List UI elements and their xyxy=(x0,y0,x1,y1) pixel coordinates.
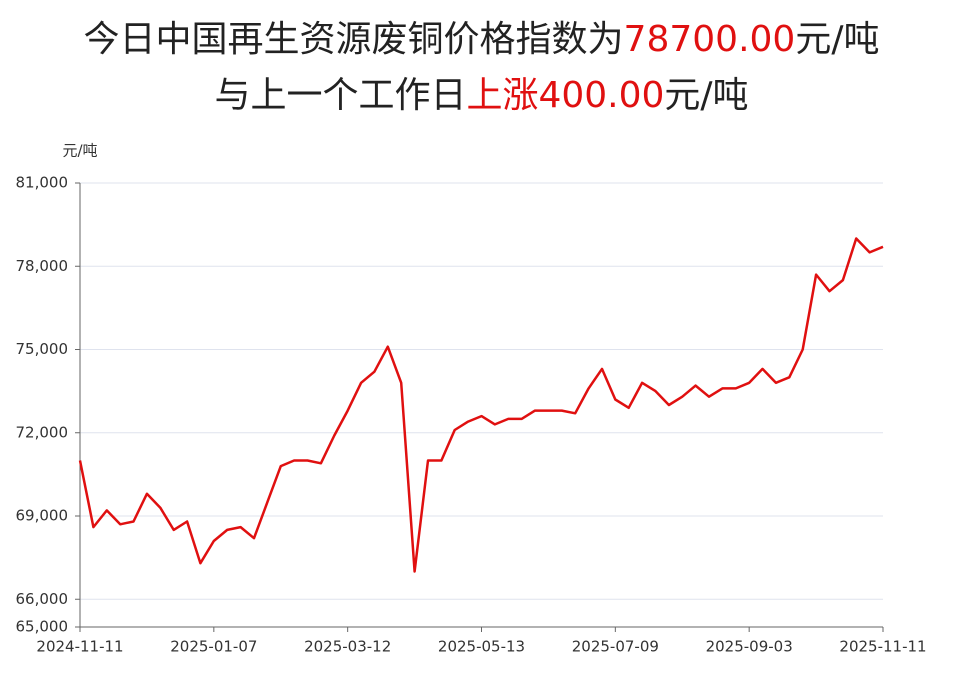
x-tick-label: 2025-05-13 xyxy=(438,638,525,656)
y-tick-label: 81,000 xyxy=(16,174,69,192)
y-tick-label: 78,000 xyxy=(16,257,69,275)
x-tick-label: 2025-11-11 xyxy=(839,638,926,656)
title-change: 上涨400.00 xyxy=(466,75,665,116)
title-unit: 元/吨 xyxy=(795,19,880,60)
y-axis-label: 元/吨 xyxy=(62,142,97,160)
title-text: 与上一个工作日 xyxy=(214,75,467,116)
y-tick-label: 65,000 xyxy=(16,618,69,636)
x-tick-label: 2025-03-12 xyxy=(304,638,391,656)
title-text: 今日中国再生资源废铜价格指数为 xyxy=(83,19,624,60)
title-line: 与上一个工作日上涨400.00元/吨 xyxy=(0,68,963,124)
x-tick-label: 2025-01-07 xyxy=(170,638,257,656)
price-line xyxy=(78,237,884,573)
y-tick-label: 75,000 xyxy=(16,340,69,358)
title-unit: 元/吨 xyxy=(664,75,749,116)
x-tick-label: 2025-09-03 xyxy=(706,638,793,656)
x-tick-label: 2025-07-09 xyxy=(572,638,659,656)
y-tick-label: 69,000 xyxy=(16,507,69,525)
title: 今日中国再生资源废铜价格指数为78700.00元/吨 与上一个工作日上涨400.… xyxy=(0,12,963,124)
y-tick-label: 66,000 xyxy=(16,590,69,608)
title-price: 78700.00 xyxy=(623,19,796,60)
y-tick-label: 72,000 xyxy=(16,423,69,441)
title-line: 今日中国再生资源废铜价格指数为78700.00元/吨 xyxy=(0,12,963,68)
x-tick-label: 2024-11-11 xyxy=(36,638,123,656)
